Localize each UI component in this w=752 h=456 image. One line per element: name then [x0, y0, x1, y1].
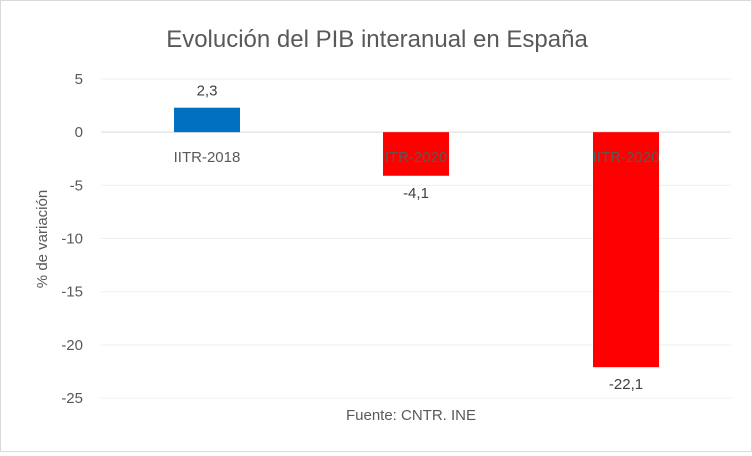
bar-iitr-2020	[593, 132, 659, 368]
y-tick-label: 0	[75, 124, 83, 141]
y-tick-label: -10	[61, 231, 83, 248]
y-tick-label: -5	[70, 177, 83, 194]
bar-iitr-2018	[174, 107, 240, 133]
data-label: 2,3	[197, 83, 218, 100]
data-label: -22,1	[609, 376, 643, 393]
y-tick-label: -15	[61, 284, 83, 301]
chart-title: Evolución del PIB interanual en España	[166, 26, 588, 53]
x-tick-label: IITR-2020	[593, 149, 660, 166]
y-tick-label: -20	[61, 337, 83, 354]
bar-itr-2020	[383, 132, 449, 176]
y-tick-label: 5	[75, 71, 83, 88]
x-axis-label: Fuente: CNTR. INE	[346, 407, 476, 424]
x-tick-label: IITR-2018	[174, 149, 241, 166]
y-axis-label: % de variación	[34, 190, 51, 288]
data-label: -4,1	[403, 185, 429, 202]
y-tick-label: -25	[61, 390, 83, 407]
x-tick-label: ITR-2020	[385, 149, 448, 166]
